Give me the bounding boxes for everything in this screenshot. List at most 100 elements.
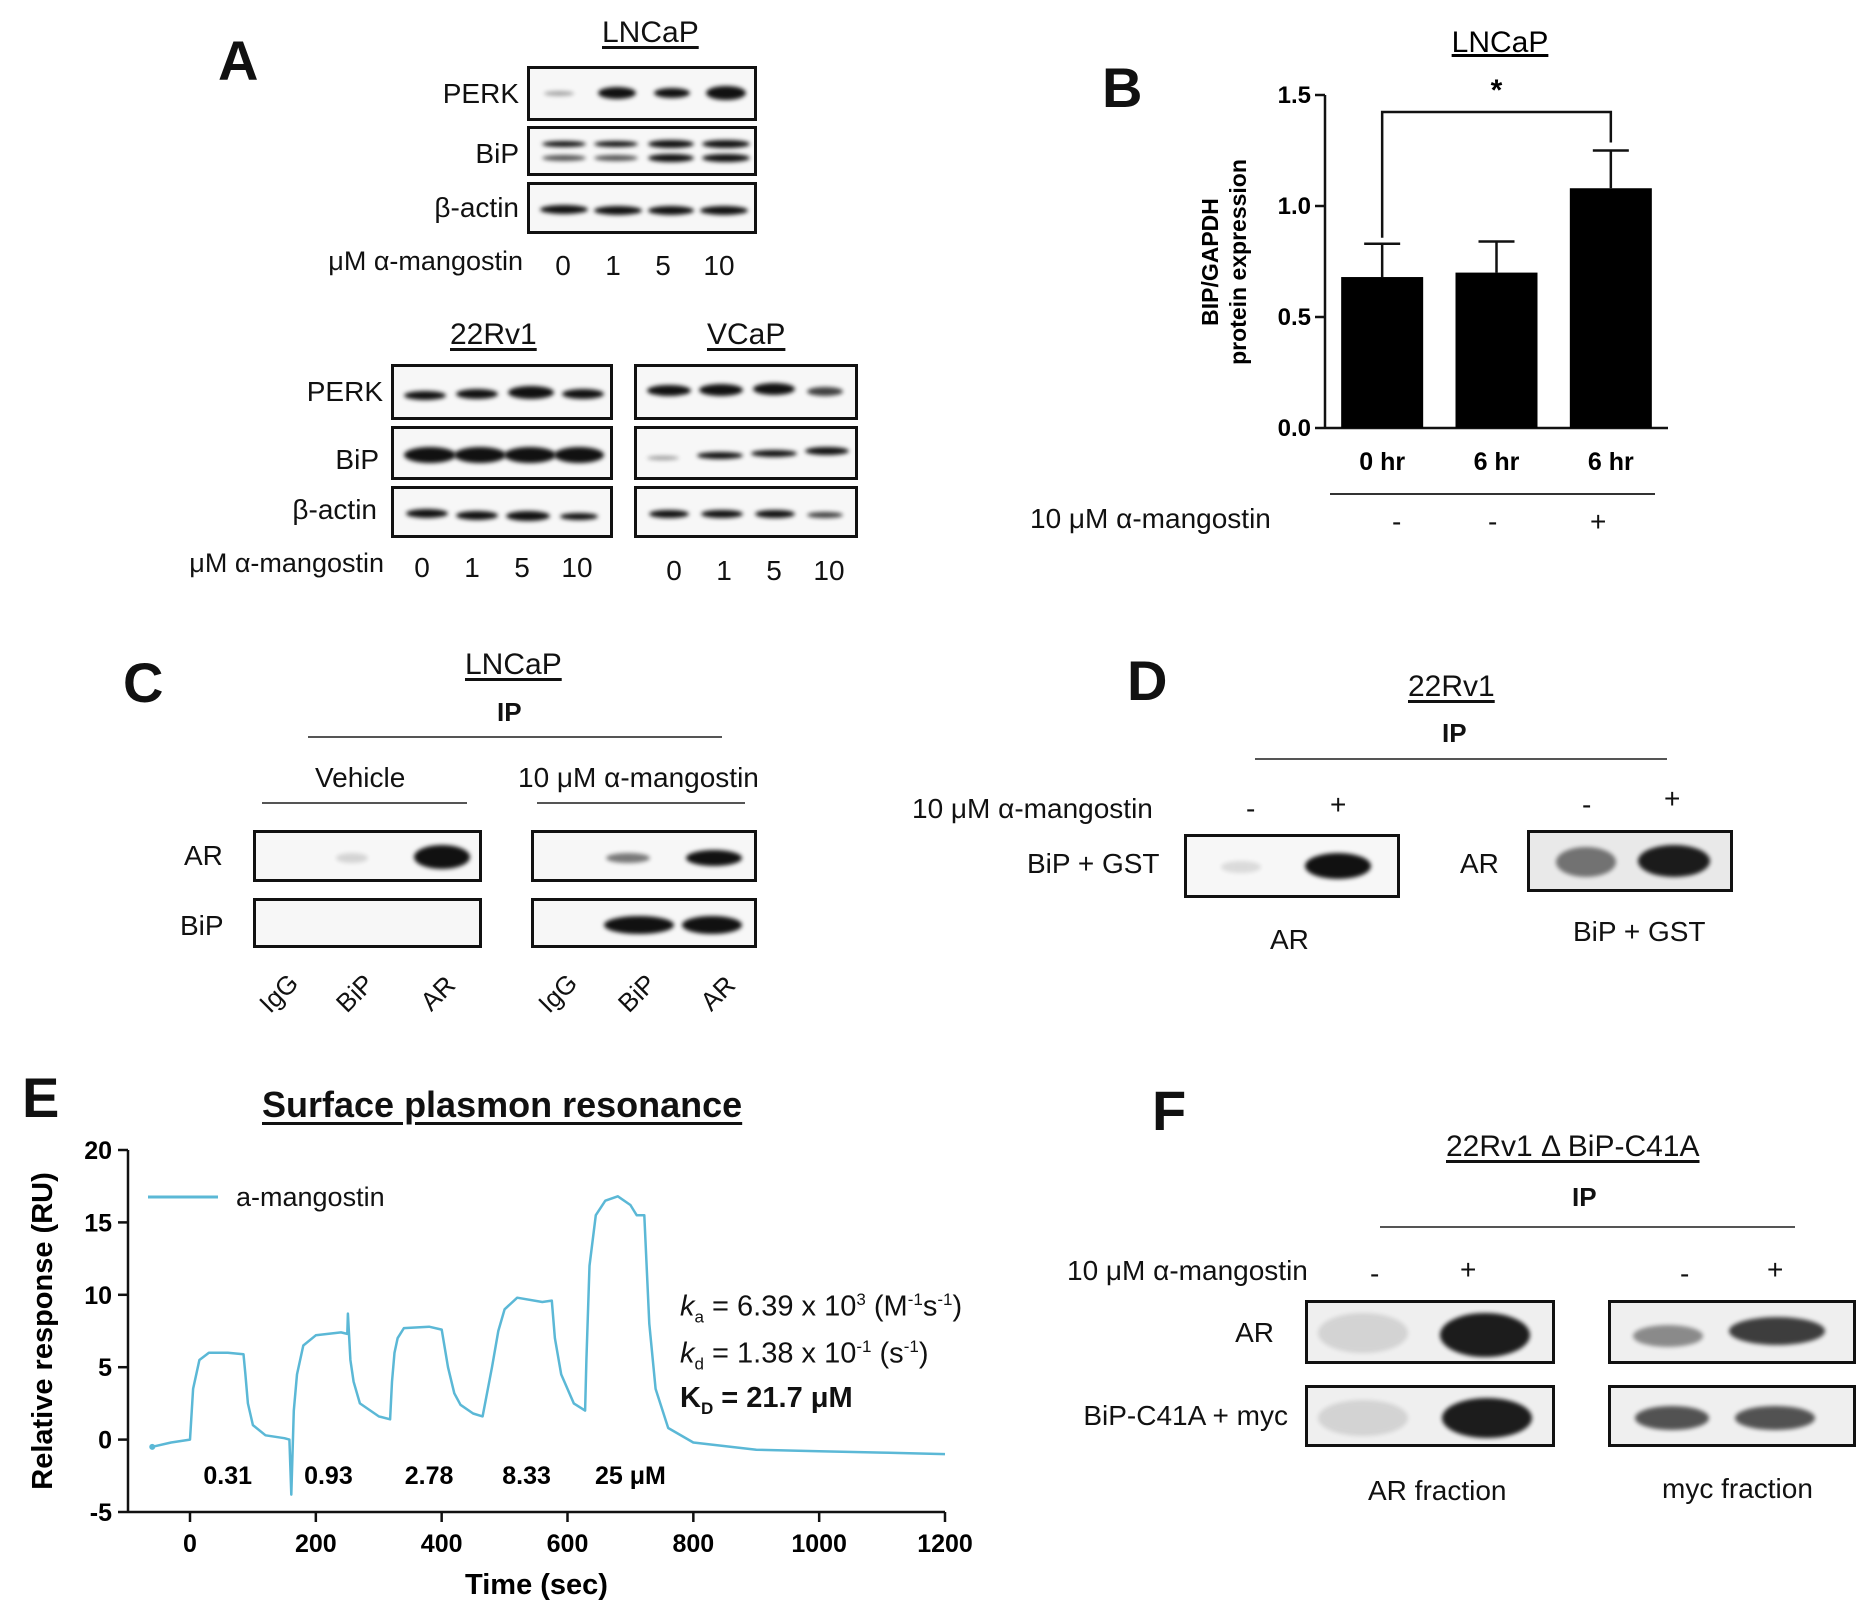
- panel-d-title: 22Rv1: [1408, 670, 1495, 703]
- ka-unit-c: ): [952, 1290, 963, 1323]
- panel-a-22rv1-dose-1: 1: [464, 552, 480, 583]
- band: [648, 140, 694, 148]
- band: [805, 447, 849, 455]
- panel-c-ip: IP: [497, 697, 522, 727]
- band: [506, 511, 550, 521]
- panel-d-sign-right-minus: -: [1582, 789, 1592, 820]
- panel-b-y-label-line1: BIP/GAPDH: [1197, 198, 1223, 326]
- panel-e-y-tick-label: 0: [98, 1427, 112, 1455]
- band: [508, 386, 554, 399]
- panel-b-x-tick-label: 6 hr: [1588, 448, 1634, 476]
- panel-d-ip: IP: [1442, 718, 1467, 748]
- panel-f-myc-fraction-bip-blot: [1608, 1385, 1856, 1447]
- band: [544, 91, 574, 96]
- panel-a-vcap-dose-5: 5: [766, 555, 782, 586]
- band: [504, 447, 556, 463]
- panel-a-22rv1-dose-label: μM α-mangostin: [189, 548, 384, 578]
- panel-f-title: 22Rv1 Δ BiP-C41A: [1446, 1130, 1700, 1163]
- panel-f-sign-left-plus: +: [1460, 1254, 1477, 1285]
- band: [414, 845, 470, 869]
- band: [594, 141, 638, 147]
- panel-b-y-label-line2: protein expression: [1225, 159, 1251, 365]
- panel-a-lncap-dose-1: 1: [605, 250, 621, 281]
- panel-c-label: C: [123, 651, 164, 714]
- band: [686, 850, 742, 866]
- panel-c-vehicle-ar-blot: [253, 830, 482, 882]
- panel-f-treatment-label: 10 μM α-mangostin: [1067, 1255, 1308, 1286]
- KD-value: = 21.7 μM: [713, 1382, 853, 1414]
- panel-a-vcap-dose-0: 0: [666, 555, 682, 586]
- panel-a-lncap-dose-0: 0: [555, 250, 571, 281]
- panel-b-bar: [1569, 188, 1652, 428]
- band: [540, 205, 588, 214]
- panel-a-22rv1-row-bip: BiP: [335, 444, 379, 475]
- panel-e-y-tick-label: 10: [84, 1282, 112, 1310]
- band: [1305, 853, 1371, 879]
- panel-b-bar: [1341, 277, 1424, 428]
- panel-f-myc-fraction-ar-blot: [1608, 1300, 1856, 1364]
- panel-b-x-tick-label: 0 hr: [1359, 448, 1405, 476]
- panel-d-left-blot: [1184, 834, 1400, 898]
- panel-c-treated-ar-blot: [531, 830, 757, 882]
- band: [456, 511, 498, 520]
- kd-value: = 1.38 x 10: [703, 1337, 857, 1370]
- band: [699, 384, 743, 396]
- panel-a-22rv1-dose-0: 0: [414, 552, 430, 583]
- kd-symbol: k: [680, 1337, 695, 1370]
- panel-c-group-treated: 10 μM α-mangostin: [518, 762, 759, 793]
- panel-a-22rv1-perk-blot: [391, 364, 613, 420]
- panel-a-lncap-row-perk: PERK: [442, 78, 519, 109]
- band: [404, 447, 456, 463]
- panel-c-group-vehicle: Vehicle: [315, 762, 406, 793]
- panel-a-vcap-title: VCaP: [707, 318, 786, 351]
- panel-b-y-tick-label: 0.0: [1278, 415, 1311, 442]
- ka-unit-a: (M: [865, 1290, 908, 1323]
- band: [700, 206, 748, 215]
- band: [807, 512, 843, 518]
- ka-exponent: 3: [856, 1290, 866, 1309]
- panel-d-left-caption: AR: [1270, 924, 1309, 955]
- panel-a-22rv1-title: 22Rv1: [450, 318, 537, 351]
- panel-c-ip-line: [308, 736, 722, 738]
- panel-e-x-tick-label: 1200: [917, 1530, 973, 1558]
- panel-e-x-tick-label: 600: [547, 1530, 589, 1558]
- panel-c-row-bip: BiP: [180, 910, 224, 941]
- panel-a-vcap-perk-blot: [634, 364, 858, 420]
- ka-value: = 6.39 x 10: [703, 1290, 857, 1323]
- panel-d-treatment-label: 10 μM α-mangostin: [912, 793, 1153, 824]
- panel-d-sign-left-plus: +: [1330, 789, 1347, 820]
- panel-e-injection-label: 0.93: [304, 1462, 353, 1490]
- ka-unit-b: s: [922, 1290, 938, 1323]
- panel-b-sign-1: -: [1488, 506, 1498, 537]
- panel-e-x-tick-label: 0: [183, 1530, 197, 1558]
- panel-d-right-row: AR: [1460, 848, 1499, 879]
- panel-e-x-tick-label: 800: [672, 1530, 714, 1558]
- KD-subscript: D: [700, 1398, 714, 1418]
- band: [751, 450, 797, 457]
- band: [1221, 861, 1261, 873]
- panel-c-lane-igg-2: IgG: [532, 967, 584, 1019]
- band: [755, 510, 795, 518]
- panel-a-label: A: [218, 29, 259, 92]
- band: [1735, 1406, 1815, 1430]
- panel-a-22rv1-dose-10: 10: [561, 552, 593, 583]
- panel-e-x-label: Time (sec): [465, 1569, 608, 1601]
- panel-a-22rv1-bip-blot: [391, 426, 613, 480]
- band: [701, 510, 743, 518]
- band: [594, 206, 642, 215]
- band: [1318, 1400, 1408, 1436]
- ka-symbol: k: [680, 1290, 695, 1323]
- kd-unit-sup: -1: [903, 1337, 919, 1356]
- panel-e-injection-label: 2.78: [405, 1462, 454, 1490]
- panel-e-ka: ka = 6.39 x 103 (M-1s-1): [680, 1290, 962, 1327]
- band: [649, 510, 689, 518]
- band: [702, 140, 750, 148]
- band: [336, 853, 368, 863]
- panel-a-vcap-dose-1: 1: [716, 555, 732, 586]
- panel-f-ip: IP: [1572, 1182, 1597, 1212]
- band: [606, 853, 650, 863]
- panel-f-ar-fraction-bip-blot: [1305, 1385, 1555, 1447]
- panel-c-lane-igg-1: IgG: [253, 967, 305, 1019]
- panel-d-right-caption: BiP + GST: [1573, 916, 1706, 947]
- panel-a-lncap-row-bip: BiP: [475, 138, 519, 169]
